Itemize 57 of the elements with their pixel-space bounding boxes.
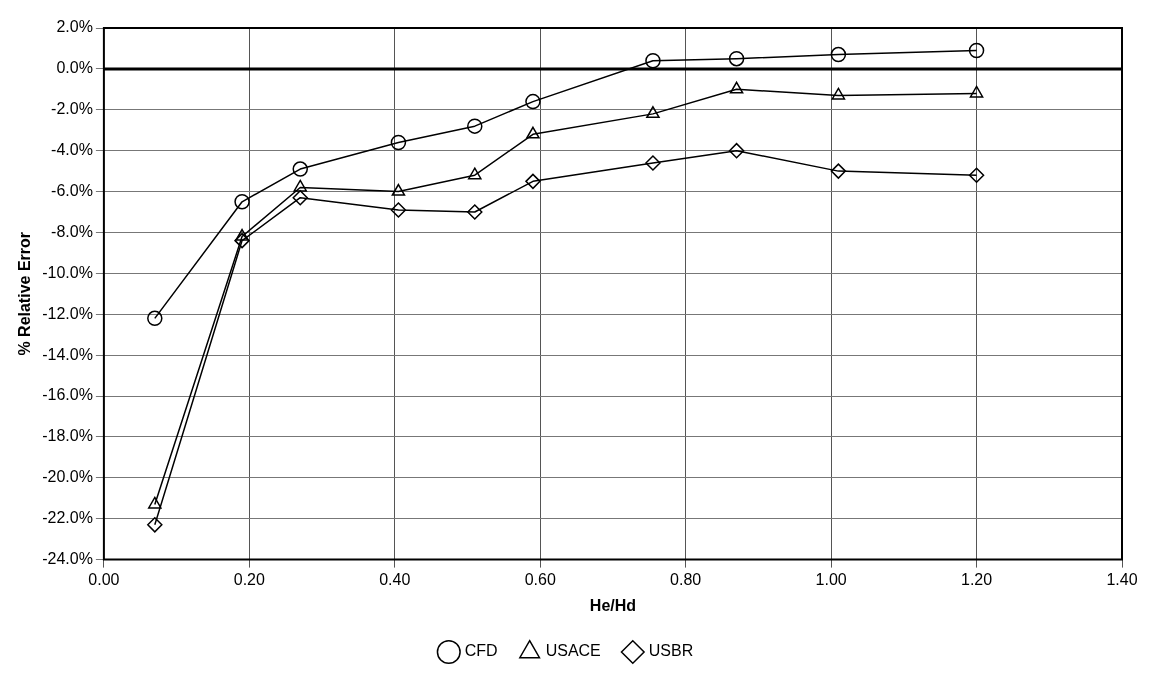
point (467, 167, 482, 180)
x-tick-label: 1.00 (815, 570, 847, 588)
point (831, 87, 846, 100)
point (292, 189, 308, 206)
x-tick-label: 0.80 (670, 570, 702, 588)
point (525, 173, 541, 190)
y-tick-label: -14.0% (42, 345, 93, 363)
y-tick-label: -18.0% (42, 427, 93, 445)
point (728, 50, 745, 67)
x-tick-label: 0.20 (233, 570, 266, 588)
x-tick-label: 1.20 (960, 570, 993, 588)
y-tick-label: 2.0% (56, 18, 93, 36)
point (293, 179, 308, 192)
legend-label: USACE (545, 642, 601, 660)
y-tick-label: 0.0% (56, 59, 93, 77)
point (646, 106, 660, 119)
x-tick-label: 0.00 (88, 570, 120, 588)
point (525, 93, 541, 110)
point (235, 228, 249, 241)
y-tick-label: -10.0% (42, 263, 93, 281)
point (292, 161, 308, 177)
y-tick-label: -24.0% (42, 550, 93, 568)
y-tick-label: -8.0% (51, 222, 93, 240)
point (467, 118, 483, 134)
point (147, 517, 163, 533)
y-tick-label: -2.0% (51, 100, 93, 118)
y-tick-label: -22.0% (42, 509, 93, 527)
x-tick-label: 0.40 (379, 570, 411, 588)
x-axis-title: He/Hd (589, 596, 637, 614)
point (390, 202, 407, 218)
y-tick-label: -4.0% (51, 141, 93, 159)
point (147, 310, 163, 327)
legend-label: CFD (464, 642, 498, 660)
point (526, 126, 540, 139)
y-axis-title: % Relative Error (16, 232, 34, 356)
point (969, 85, 984, 98)
y-tick-label: -16.0% (42, 386, 93, 404)
point (729, 81, 744, 94)
x-tick-label: 1.40 (1106, 570, 1138, 588)
point (391, 183, 406, 196)
point (147, 496, 162, 509)
point (467, 204, 483, 220)
point (390, 134, 407, 151)
y-tick-label: -6.0% (51, 181, 93, 199)
point (968, 167, 985, 183)
point (645, 52, 661, 69)
point (645, 155, 661, 171)
point (728, 142, 745, 159)
point (234, 232, 250, 249)
point (234, 194, 250, 210)
point (830, 46, 847, 63)
legend-label: USBR (648, 642, 694, 660)
x-tick-label: 0.60 (524, 570, 556, 588)
point (830, 163, 847, 179)
point (968, 42, 985, 59)
y-tick-label: -20.0% (42, 468, 93, 486)
y-tick-label: -12.0% (42, 304, 93, 322)
